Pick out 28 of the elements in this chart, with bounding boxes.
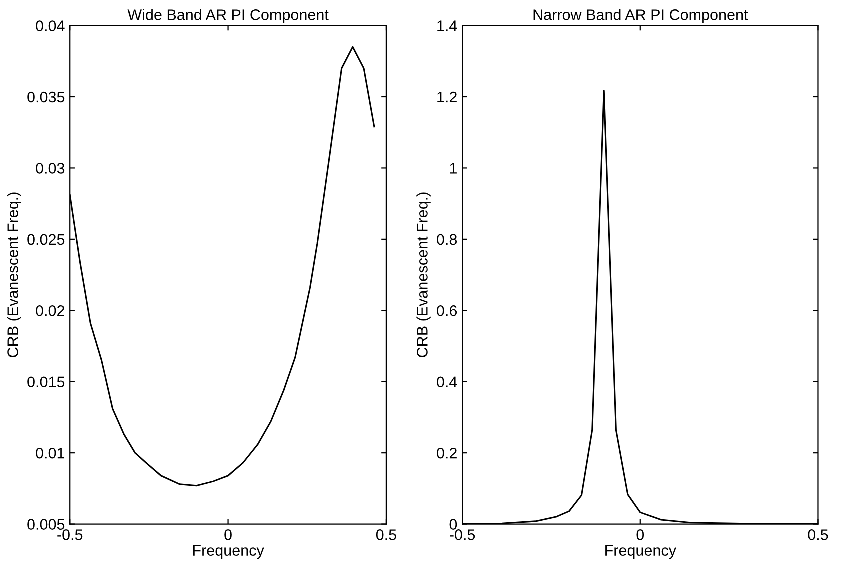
- y-tick-label: 0.2: [437, 448, 457, 459]
- y-tick-label: 0.01: [36, 448, 65, 459]
- x-tick-label: -0.5: [450, 530, 476, 540]
- y-axis-title: CRB (Evanescent Freq.): [7, 192, 22, 358]
- x-tick-label: 0.5: [376, 530, 396, 540]
- y-tick-label: 0.015: [28, 376, 65, 388]
- y-tick-label: 0.4: [437, 376, 458, 388]
- y-tick-label: 0: [450, 519, 458, 530]
- y-tick-label: 0.035: [28, 92, 65, 103]
- y-tick-label: 0.005: [28, 519, 65, 530]
- y-tick-label: 0.6: [437, 306, 458, 316]
- y-tick-label: 0.04: [36, 20, 65, 32]
- y-tick-label: 1.2: [438, 92, 457, 103]
- y-tick-label: 1.4: [438, 20, 458, 32]
- x-tick-label: 0: [224, 530, 232, 540]
- x-axis-title: Frequency: [606, 545, 676, 560]
- x-axis-title: Frequency: [193, 545, 264, 560]
- x-tick-label: 0: [636, 530, 644, 540]
- y-tick-label: 0.025: [28, 234, 65, 246]
- y-tick-label: 0.03: [36, 163, 65, 174]
- x-tick-label: 0.5: [808, 530, 828, 540]
- y-tick-label: 1: [450, 163, 457, 174]
- chart-title: Wide Band AR PI Component: [128, 9, 329, 24]
- y-tick-label: 0.02: [36, 306, 64, 316]
- chart-title: Narrow Band AR PI Component: [534, 9, 748, 24]
- y-tick-label: 0.8: [437, 234, 458, 246]
- y-axis-title: CRB (Evanescent Freq.): [416, 192, 431, 358]
- x-tick-label: -0.5: [58, 530, 83, 540]
